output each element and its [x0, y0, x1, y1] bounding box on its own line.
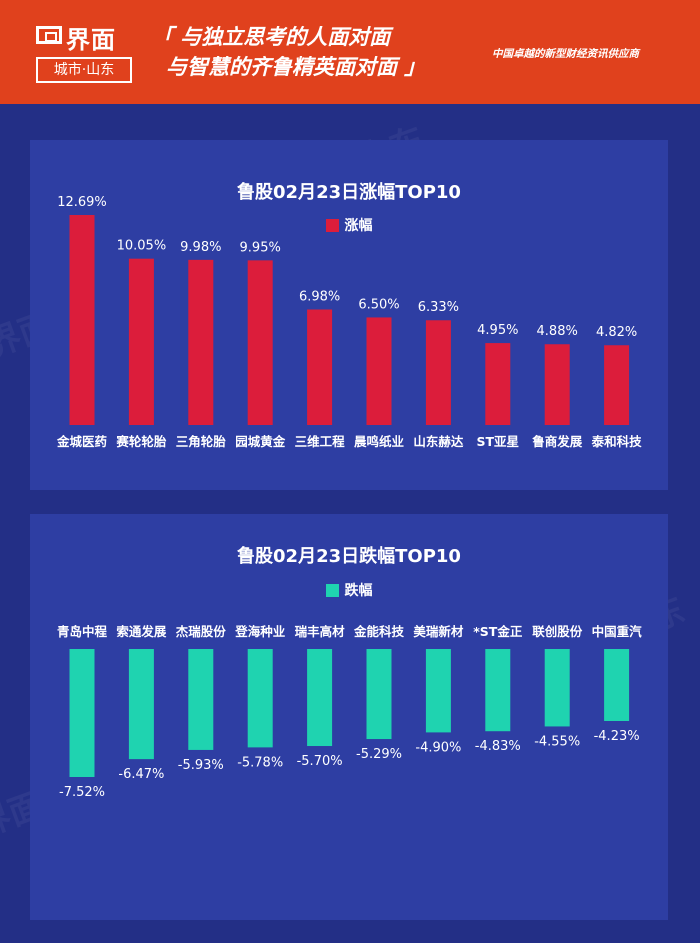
chart-title: 鲁股02月23日涨幅TOP10 — [237, 182, 461, 203]
category-label: 金城医药 — [56, 434, 108, 449]
losers-chart-panel: 鲁股02月23日跌幅TOP10 跌幅 -7.52% 青岛中程 -6.47% 索通发展 -… — [30, 514, 668, 920]
legend-swatch — [325, 219, 339, 232]
bar — [128, 649, 154, 760]
category-label: 山东赫达 — [413, 434, 464, 449]
gainers-bar-chart: 12.69% 金城医药 10.05% 赛轮轮胎 9.98% 三角轮胎 9.95% 园城黄金 6.… — [56, 195, 643, 449]
category-label: ST亚星 — [477, 434, 520, 449]
logo-subtitle: 城市·山东 — [36, 57, 132, 83]
bar — [425, 649, 451, 733]
bar — [247, 260, 273, 425]
bar — [247, 649, 273, 748]
header-banner: 界面 城市·山东 「 与独立思考的人面对面 与智慧的齐鲁精英面对面 」 中国卓越… — [0, 0, 700, 104]
bar — [69, 649, 95, 777]
data-label: -4.83% — [475, 739, 521, 754]
bar — [366, 649, 392, 740]
data-label: 6.50% — [358, 297, 399, 312]
data-label: -5.93% — [178, 758, 224, 773]
bar — [485, 343, 511, 425]
category-label: 杰瑞股份 — [176, 624, 227, 639]
tagline: 中国卓越的新型财经资讯供应商 — [492, 48, 639, 60]
bar — [485, 649, 511, 732]
category-label: 晨鸣纸业 — [354, 434, 405, 449]
slogan-line-1: 「 与独立思考的人面对面 — [152, 25, 391, 49]
category-label: 金能科技 — [353, 624, 405, 639]
logo-name: 界面 — [66, 26, 116, 54]
gainers-chart-panel: 鲁股02月23日涨幅TOP10 涨幅 12.69% 金城医药 10.05% 赛轮轮胎 9… — [30, 140, 668, 490]
bar — [307, 649, 333, 747]
category-label: 青岛中程 — [57, 624, 108, 639]
data-label: 10.05% — [117, 239, 167, 254]
category-label: 瑞丰高材 — [295, 624, 346, 639]
bar — [69, 215, 95, 425]
losers-bar-chart: -7.52% 青岛中程 -6.47% 索通发展 -5.93% 杰瑞股份 -5.78% 登海种业… — [57, 624, 643, 800]
category-label: *ST金正 — [473, 624, 523, 639]
brand-logo: 界面 城市·山东 — [36, 20, 132, 84]
legend-swatch — [325, 584, 339, 597]
bar — [307, 309, 333, 425]
legend-label: 涨幅 — [344, 218, 373, 234]
category-label: 联创股份 — [532, 624, 583, 639]
data-label: -7.52% — [59, 785, 105, 800]
category-label: 鲁商发展 — [531, 434, 583, 449]
slogan: 「 与独立思考的人面对面 与智慧的齐鲁精英面对面 」 — [152, 22, 425, 82]
category-label: 泰和科技 — [591, 434, 643, 449]
category-label: 赛轮轮胎 — [115, 434, 167, 449]
category-label: 中国重汽 — [592, 624, 643, 639]
bar — [366, 317, 392, 425]
data-label: 6.98% — [299, 289, 340, 304]
bar — [188, 649, 214, 750]
bar — [188, 259, 214, 425]
data-label: 6.33% — [418, 300, 459, 315]
bar — [128, 258, 154, 425]
bar — [544, 649, 570, 727]
data-label: -6.47% — [118, 767, 164, 782]
category-label: 园城黄金 — [235, 434, 286, 449]
chart-legend: 跌幅 — [30, 580, 668, 600]
data-label: 9.98% — [180, 240, 221, 255]
slogan-line-2: 与智慧的齐鲁精英面对面 」 — [166, 55, 426, 79]
data-label: 4.88% — [537, 324, 578, 339]
data-label: 4.82% — [596, 325, 637, 340]
data-label: 9.95% — [240, 240, 281, 255]
bar — [544, 344, 570, 425]
bar — [425, 320, 451, 425]
logo-mark-icon — [36, 26, 62, 44]
bar — [604, 345, 630, 425]
data-label: 4.95% — [477, 323, 518, 338]
category-label: 美瑞新材 — [413, 624, 464, 639]
category-label: 三维工程 — [295, 434, 346, 449]
category-label: 登海种业 — [234, 624, 286, 639]
bar — [604, 649, 630, 721]
chart-title: 鲁股02月23日跌幅TOP10 — [237, 546, 461, 567]
data-label: -5.70% — [297, 754, 343, 769]
data-label: -4.23% — [594, 729, 640, 744]
data-label: -4.55% — [534, 734, 580, 749]
data-label: -5.78% — [237, 755, 283, 770]
category-label: 三角轮胎 — [176, 434, 227, 449]
category-label: 索通发展 — [116, 624, 167, 639]
chart-legend: 涨幅 — [30, 215, 668, 235]
legend-label: 跌幅 — [344, 583, 373, 599]
data-label: -4.90% — [415, 740, 461, 755]
data-label: 12.69% — [57, 195, 107, 210]
data-label: -5.29% — [356, 747, 402, 762]
